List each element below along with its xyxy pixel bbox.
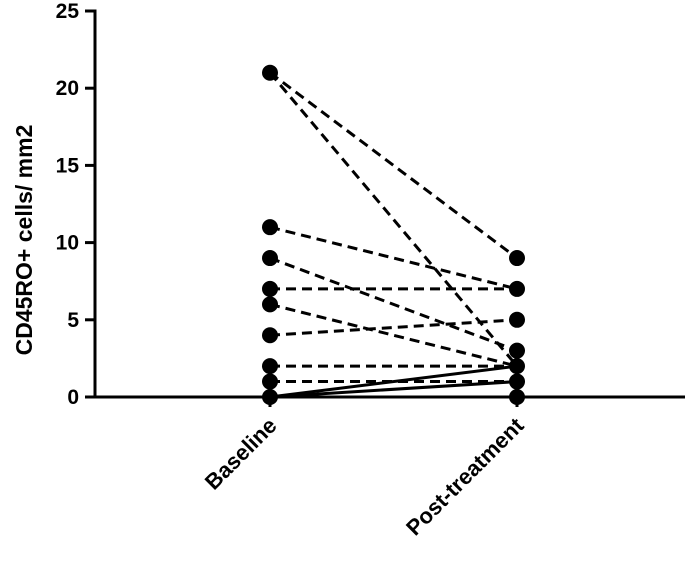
y-tick-label: 15 xyxy=(56,154,80,177)
y-tick-label: 20 xyxy=(56,77,79,100)
baseline-point xyxy=(262,327,278,344)
pair-line xyxy=(269,256,518,353)
y-tick-label: 10 xyxy=(56,232,79,255)
data-points xyxy=(262,64,525,405)
pair-line xyxy=(269,364,518,399)
post-treatment-point xyxy=(509,311,525,328)
pair-line xyxy=(269,318,518,337)
pair-line xyxy=(269,380,518,399)
baseline-point xyxy=(262,358,278,375)
pair-line xyxy=(269,225,518,291)
baseline-point xyxy=(262,219,278,236)
y-tick-label: 0 xyxy=(67,386,79,409)
post-treatment-point xyxy=(509,342,525,359)
x-axis-ticks: Baseline Post-treatment xyxy=(200,397,529,540)
post-treatment-point xyxy=(509,250,525,267)
pair-line xyxy=(269,302,518,368)
baseline-point xyxy=(262,250,278,267)
y-tick-label: 5 xyxy=(67,309,79,332)
y-tick-label: 25 xyxy=(56,0,80,23)
baseline-point xyxy=(262,280,278,297)
baseline-point xyxy=(262,296,278,313)
x-tick-label: Post-treatment xyxy=(401,412,529,540)
baseline-point xyxy=(262,373,278,390)
y-axis-ticks: 0 5 10 15 20 25 xyxy=(56,0,95,409)
post-treatment-point xyxy=(509,373,525,390)
pair-line xyxy=(269,71,518,260)
pair-lines xyxy=(268,71,519,399)
post-treatment-point xyxy=(509,358,525,375)
post-treatment-point xyxy=(509,280,525,297)
baseline-point xyxy=(262,64,278,81)
y-axis-title: CD45RO+ cells/ mm2 xyxy=(11,125,37,356)
x-tick-label: Baseline xyxy=(200,413,282,495)
